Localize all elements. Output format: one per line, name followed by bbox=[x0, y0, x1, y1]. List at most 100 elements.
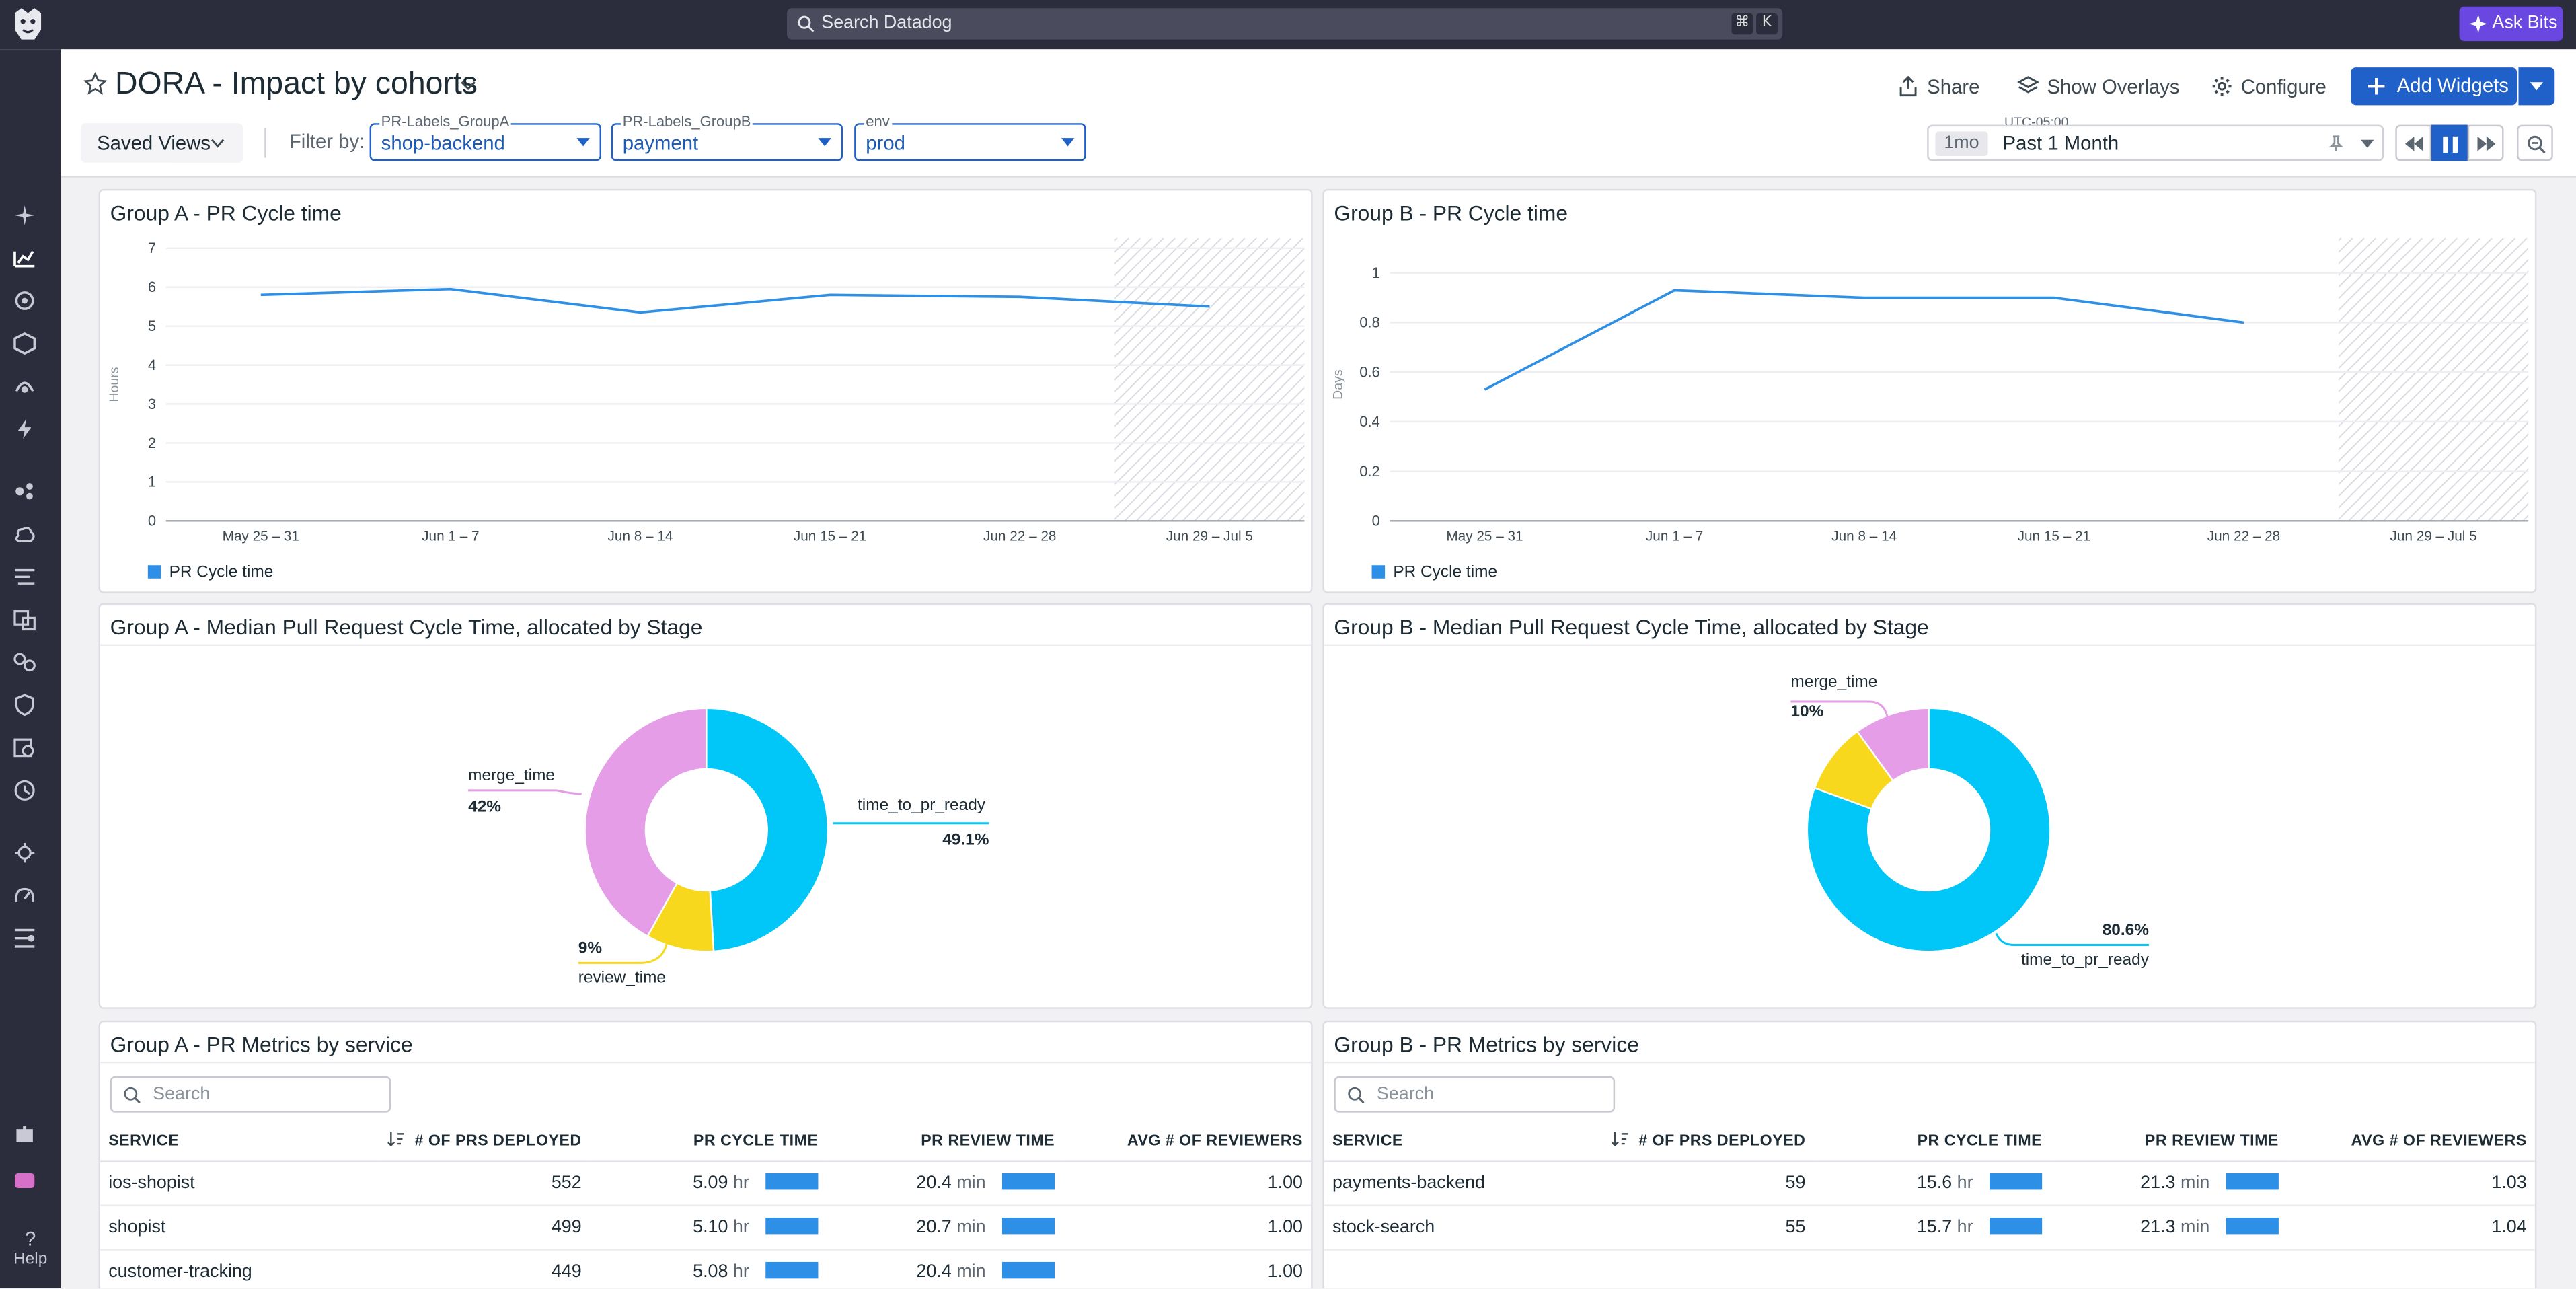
column-header-label: # OF PRS DEPLOYED bbox=[1638, 1132, 1806, 1151]
column-header-prs-deployed[interactable]: # OF PRS DEPLOYED bbox=[379, 1124, 590, 1161]
caret-down-icon[interactable] bbox=[2361, 139, 2374, 148]
global-search-input[interactable]: Search Datadog ⌘ K bbox=[787, 8, 1783, 40]
column-header-avg-reviewers[interactable]: AVG # OF REVIEWERS bbox=[1063, 1124, 1312, 1161]
pr-metrics-table: SERVICE # OF PRS DEPLOYED PR CYCLE TIME … bbox=[100, 1124, 1312, 1288]
column-header-review-time[interactable]: PR REVIEW TIME bbox=[2050, 1124, 2287, 1161]
nav-extensions-icon[interactable] bbox=[13, 1122, 40, 1148]
step-back-button[interactable] bbox=[2395, 124, 2432, 161]
nav-apm-icon[interactable] bbox=[13, 375, 40, 401]
nav-events-icon[interactable] bbox=[13, 417, 40, 443]
step-forward-button[interactable] bbox=[2467, 124, 2504, 161]
table-row[interactable]: shopist 499 5.10 hr 20.7 min 1.00 bbox=[100, 1204, 1312, 1250]
group-b-stage-donut[interactable]: time_to_pr_ready 80.6% merge_time 10% bbox=[1324, 646, 2535, 1007]
saved-views-dropdown[interactable]: Saved Views bbox=[80, 123, 243, 163]
nav-bits-ai-icon[interactable] bbox=[13, 204, 40, 230]
service-cell: payments-backend bbox=[1324, 1160, 1603, 1206]
zoom-out-button[interactable] bbox=[2517, 124, 2553, 161]
pie-slice-time-to-pr-ready[interactable] bbox=[1806, 707, 2051, 953]
x-tick-label: Jun 15 – 21 bbox=[2018, 529, 2090, 544]
nav-security-icon[interactable] bbox=[13, 694, 40, 720]
table-search-placeholder: Search bbox=[153, 1084, 211, 1105]
review-unit: min bbox=[2180, 1172, 2210, 1193]
table-search-input[interactable]: Search bbox=[1334, 1076, 1616, 1113]
pie-slice-merge-time[interactable] bbox=[1856, 707, 1930, 782]
nav-rum-icon[interactable] bbox=[13, 736, 40, 762]
widget-header-divider bbox=[100, 644, 1312, 646]
nav-infrastructure-icon[interactable] bbox=[13, 332, 40, 358]
time-range-selector[interactable]: 1mo Past 1 Month bbox=[1927, 124, 2384, 161]
table-search-input[interactable]: Search bbox=[110, 1076, 391, 1113]
group-a-stage-donut[interactable]: time_to_pr_ready 49.1% review_time 9% merge_… bbox=[100, 646, 1311, 1007]
nav-service-mgmt-icon[interactable] bbox=[13, 480, 40, 506]
pie-slice-time-to-pr-ready[interactable] bbox=[706, 707, 829, 953]
table-row[interactable]: ios-shopist 552 5.09 hr 20.4 min 1.00 bbox=[100, 1160, 1312, 1206]
service-cell: customer-tracking bbox=[100, 1249, 380, 1288]
table-row[interactable]: customer-tracking 449 5.08 hr 20.4 min 1.00 bbox=[100, 1249, 1312, 1288]
nav-org-icon[interactable] bbox=[13, 1169, 40, 1195]
dashboard-title[interactable]: DORA - Impact by cohorts bbox=[114, 67, 478, 102]
column-header-review-time[interactable]: PR REVIEW TIME bbox=[826, 1124, 1063, 1161]
pause-button[interactable] bbox=[2431, 124, 2468, 161]
nav-cloud-icon[interactable] bbox=[13, 523, 40, 549]
pie-slice-merge-time[interactable] bbox=[584, 707, 708, 938]
legend-label: PR Cycle time bbox=[1393, 563, 1498, 582]
add-widgets-button[interactable]: Add Widgets bbox=[2351, 67, 2517, 106]
share-button[interactable]: Share bbox=[1897, 72, 1979, 102]
column-header-avg-reviewers[interactable]: AVG # OF REVIEWERS bbox=[2287, 1124, 2535, 1161]
y-tick-label: 4 bbox=[148, 357, 156, 373]
y-tick-label: 0 bbox=[148, 513, 156, 529]
review-unit: min bbox=[2180, 1216, 2210, 1237]
group-b-stage-widget: Group B - Median Pull Request Cycle Time… bbox=[1322, 603, 2537, 1009]
table-row[interactable]: payments-backend 59 15.6 hr 21.3 min 1.03 bbox=[1324, 1160, 2535, 1206]
caret-down-icon bbox=[818, 138, 831, 147]
filter-group-a-select[interactable]: PR-Labels_GroupA shop-backend bbox=[369, 113, 601, 161]
column-header-cycle-time[interactable]: PR CYCLE TIME bbox=[1813, 1124, 2051, 1161]
cycle-time-cell: 5.09 hr bbox=[589, 1160, 827, 1206]
configure-button[interactable]: Configure bbox=[2211, 72, 2326, 102]
review-time-cell: 21.3 min bbox=[2050, 1204, 2287, 1250]
group-b-cycle-time-chart[interactable]: 0 0.2 0.4 0.6 0.8 1 Days May 25 – 31 Jun 1 – 7 Ju… bbox=[1324, 231, 2535, 577]
table-row[interactable]: stock-search 55 15.7 hr 21.3 min 1.04 bbox=[1324, 1204, 2535, 1250]
nav-dashboards-icon[interactable] bbox=[13, 246, 40, 272]
series-line[interactable] bbox=[1484, 289, 2244, 391]
show-overlays-button[interactable]: Show Overlays bbox=[2017, 72, 2180, 102]
nav-watchdog-icon[interactable] bbox=[13, 289, 40, 316]
nav-synthetics-icon[interactable] bbox=[13, 779, 40, 805]
column-header-prs-deployed[interactable]: # OF PRS DEPLOYED bbox=[1603, 1124, 1814, 1161]
y-tick-label: 1 bbox=[148, 474, 156, 490]
column-header-service[interactable]: SERVICE bbox=[1324, 1124, 1603, 1161]
nav-integrations-icon[interactable] bbox=[13, 651, 40, 677]
group-a-cycle-time-chart[interactable]: 0 1 2 3 4 5 6 7 Hours May 25 – 31 Jun 1 – 7 Jun 8 –… bbox=[100, 231, 1311, 577]
chevron-down-icon[interactable] bbox=[460, 79, 476, 92]
column-header-cycle-time[interactable]: PR CYCLE TIME bbox=[589, 1124, 827, 1161]
column-header-service[interactable]: SERVICE bbox=[100, 1124, 380, 1161]
sort-descending-icon bbox=[387, 1132, 405, 1147]
ask-bits-button[interactable]: Ask Bits bbox=[2459, 6, 2563, 42]
chart-legend[interactable]: PR Cycle time bbox=[147, 564, 273, 582]
caret-down-icon bbox=[576, 138, 590, 147]
cycle-bar bbox=[765, 1172, 819, 1189]
series-line[interactable] bbox=[260, 287, 1210, 314]
nav-bugs-icon[interactable] bbox=[13, 842, 40, 868]
chart-legend[interactable]: PR Cycle time bbox=[1371, 563, 1498, 582]
pin-icon[interactable] bbox=[2328, 135, 2344, 153]
filter-group-b-select[interactable]: PR-Labels_GroupB payment bbox=[611, 113, 843, 161]
y-tick-label: 0.8 bbox=[1359, 314, 1380, 331]
cycle-time-cell: 5.10 hr bbox=[589, 1204, 827, 1250]
filter-env-select[interactable]: env prod bbox=[854, 113, 1086, 161]
y-tick-label: 0.4 bbox=[1359, 413, 1380, 430]
nav-help[interactable]: ? Help bbox=[0, 1229, 61, 1269]
nav-dora-icon[interactable] bbox=[13, 927, 40, 953]
favorite-star-icon[interactable] bbox=[83, 72, 107, 95]
prs-deployed-cell: 449 bbox=[379, 1249, 590, 1288]
nav-performance-icon[interactable] bbox=[13, 884, 40, 910]
review-time-cell: 20.4 min bbox=[826, 1249, 1063, 1288]
y-tick-label: 0.2 bbox=[1359, 463, 1380, 480]
nav-ci-icon[interactable] bbox=[13, 608, 40, 634]
x-tick-label: Jun 1 – 7 bbox=[1646, 529, 1703, 544]
group-a-table-widget: Group A - PR Metrics by service Search S… bbox=[98, 1020, 1313, 1288]
nav-logs-icon[interactable] bbox=[13, 565, 40, 591]
layers-icon bbox=[2017, 76, 2039, 94]
datadog-logo-icon[interactable] bbox=[7, 3, 50, 46]
add-widgets-dropdown-button[interactable] bbox=[2518, 67, 2555, 106]
